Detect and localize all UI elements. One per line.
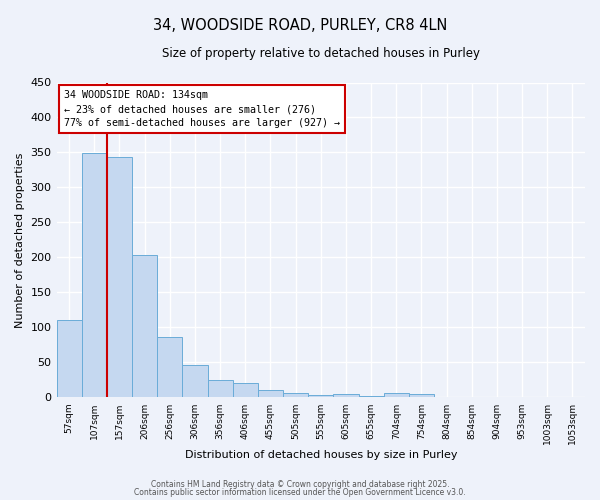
Bar: [157, 338, 182, 398]
Text: 34, WOODSIDE ROAD, PURLEY, CR8 4LN: 34, WOODSIDE ROAD, PURLEY, CR8 4LN: [153, 18, 447, 32]
Bar: [233, 383, 258, 398]
Bar: [334, 394, 359, 398]
Bar: [182, 364, 208, 398]
Title: Size of property relative to detached houses in Purley: Size of property relative to detached ho…: [162, 48, 480, 60]
Bar: [359, 396, 383, 398]
Bar: [56, 320, 82, 398]
Bar: [383, 394, 409, 398]
Text: Contains public sector information licensed under the Open Government Licence v3: Contains public sector information licen…: [134, 488, 466, 497]
Bar: [283, 394, 308, 398]
Text: 34 WOODSIDE ROAD: 134sqm
← 23% of detached houses are smaller (276)
77% of semi-: 34 WOODSIDE ROAD: 134sqm ← 23% of detach…: [64, 90, 340, 128]
Bar: [82, 153, 107, 398]
Bar: [107, 156, 132, 398]
X-axis label: Distribution of detached houses by size in Purley: Distribution of detached houses by size …: [185, 450, 457, 460]
Bar: [434, 397, 459, 398]
Text: Contains HM Land Registry data © Crown copyright and database right 2025.: Contains HM Land Registry data © Crown c…: [151, 480, 449, 489]
Bar: [535, 397, 560, 398]
Bar: [132, 254, 157, 398]
Y-axis label: Number of detached properties: Number of detached properties: [15, 152, 25, 328]
Bar: [308, 396, 334, 398]
Bar: [208, 380, 233, 398]
Bar: [258, 390, 283, 398]
Bar: [409, 394, 434, 398]
